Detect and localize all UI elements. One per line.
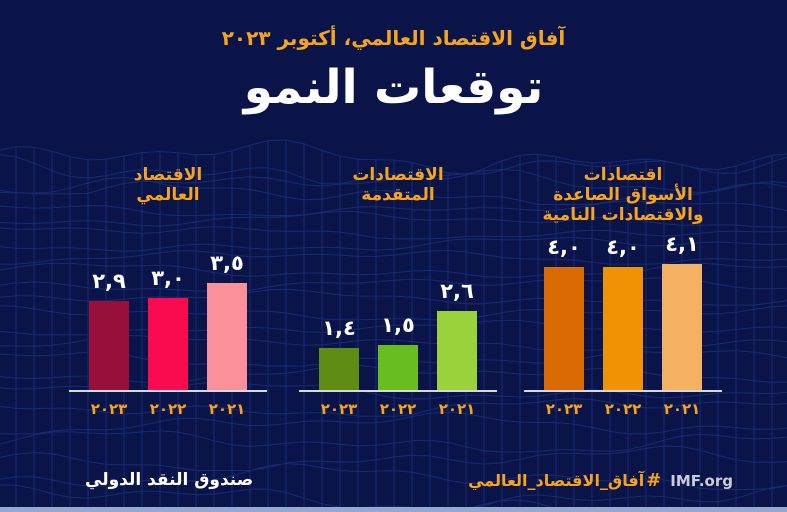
bar-cell: ٤,٠ xyxy=(544,235,584,392)
bar xyxy=(148,298,188,392)
bar-value-label: ١,٤ xyxy=(322,316,356,341)
year-axis: ٢٠٢٣ ٢٠٢٢ ٢٠٢١ xyxy=(524,400,722,418)
group-label: اقتصادات الأسواق الصاعدة والاقتصادات النام… xyxy=(542,165,704,225)
chart-group: الاقتصاد العالمي ٢,٩ ٣,٠ ٣,٥ ٢٠٢٣ ٢٠٢٢ ٢٠٢١ xyxy=(69,160,267,418)
year-label: ٢٠٢٢ xyxy=(604,400,642,418)
year-label: ٢٠٢٢ xyxy=(149,400,187,418)
bar-value-label: ٤,١ xyxy=(665,231,699,256)
year-axis: ٢٠٢٣ ٢٠٢٢ ٢٠٢١ xyxy=(299,400,497,418)
bar xyxy=(544,266,584,392)
chart-group: الاقتصادات المتقدمة ١,٤ ١,٥ ٢,٦ ٢٠٢٣ ٢٠٢٢ ٢٠٢١ xyxy=(299,160,497,418)
bar-cell: ٣,٥ xyxy=(207,250,247,392)
bar-value-label: ٢,٩ xyxy=(92,269,126,294)
group-plot: ٤,٠ ٤,٠ ٤,١ xyxy=(524,232,722,392)
bar-value-label: ٤,٠ xyxy=(606,234,640,259)
bar xyxy=(437,310,477,392)
bar-value-label: ٤,٠ xyxy=(547,234,581,259)
axis-baseline xyxy=(524,390,722,392)
bar-cell: ٣,٠ xyxy=(148,266,188,392)
group-plot: ١,٤ ١,٥ ٢,٦ xyxy=(299,242,497,392)
page-title: توقعات النمو xyxy=(243,60,544,115)
bar xyxy=(89,301,129,392)
publisher-name: صندوق النقد الدولي xyxy=(85,470,254,490)
year-label: ٢٠٢٣ xyxy=(320,400,358,418)
axis-baseline xyxy=(69,390,267,392)
bar xyxy=(603,266,643,392)
bar-cell: ٢,٦ xyxy=(437,279,477,392)
bar-cell: ١,٤ xyxy=(319,316,359,392)
bar xyxy=(662,263,702,392)
hashtag-text: آفاق_الاقتصاد_العالمي xyxy=(468,471,645,490)
imf-org-label: IMF.org xyxy=(670,471,733,490)
year-label: ٢٠٢٣ xyxy=(90,400,128,418)
group-label: الاقتصادات المتقدمة xyxy=(352,165,444,205)
bar-value-label: ١,٥ xyxy=(381,313,415,337)
bar-cell: ٤,١ xyxy=(662,232,702,392)
footer-branding: آفاق_الاقتصاد_العالمي # IMF.org xyxy=(468,470,733,491)
bar-cell: ١,٥ xyxy=(378,313,418,392)
bar-cell: ٤,٠ xyxy=(603,235,643,392)
year-label: ٢٠٢١ xyxy=(208,400,246,418)
hashtag-icon: # xyxy=(646,470,662,491)
report-edition-subtitle: آفاق الاقتصاد العالمي، أكتوبر ٢٠٢٣ xyxy=(221,26,566,50)
year-label: ٢٠٢١ xyxy=(663,400,701,418)
bar-value-label: ٢,٦ xyxy=(440,278,474,303)
bar xyxy=(378,345,418,392)
axis-baseline xyxy=(299,390,497,392)
bottom-edge-strip xyxy=(0,507,787,512)
bar-value-label: ٣,٠ xyxy=(151,266,185,291)
year-label: ٢٠٢٢ xyxy=(379,400,417,418)
year-label: ٢٠٢١ xyxy=(438,400,476,418)
bar xyxy=(319,348,359,392)
group-label: الاقتصاد العالمي xyxy=(133,165,203,205)
bar-cell: ٢,٩ xyxy=(89,269,129,392)
chart-group: اقتصادات الأسواق الصاعدة والاقتصادات النام… xyxy=(524,160,722,418)
bar xyxy=(207,282,247,392)
year-label: ٢٠٢٣ xyxy=(545,400,583,418)
group-plot: ٢,٩ ٣,٠ ٣,٥ xyxy=(69,242,267,392)
year-axis: ٢٠٢٣ ٢٠٢٢ ٢٠٢١ xyxy=(69,400,267,418)
bar-value-label: ٣,٥ xyxy=(210,250,244,275)
